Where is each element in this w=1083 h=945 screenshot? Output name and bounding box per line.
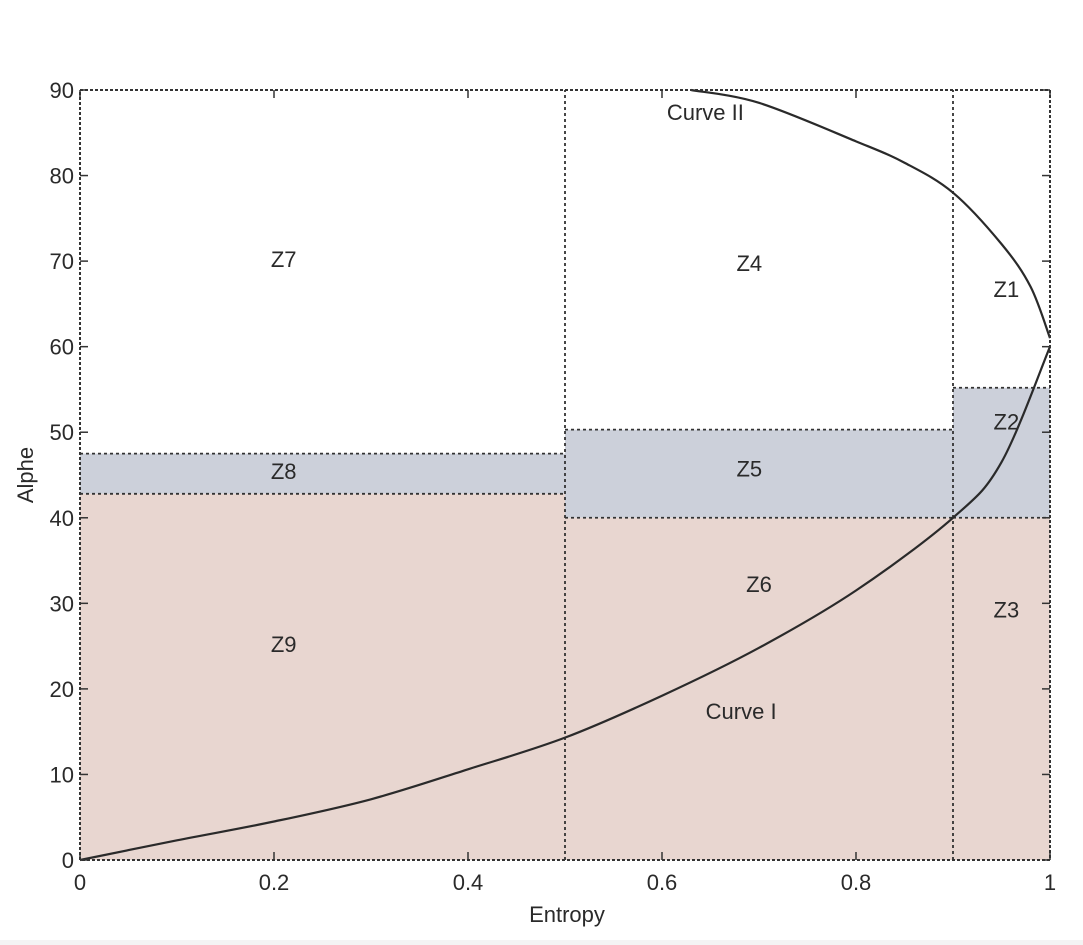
zone-z4-label: Z4 (736, 251, 762, 276)
zone-boundaries (80, 90, 1050, 860)
x-axis-title: Entropy (529, 902, 605, 927)
zone-z8-fill (80, 453, 565, 494)
zone-z5-fill (565, 429, 953, 518)
curve-1-label: Curve I (706, 699, 777, 724)
x-tick-label: 0 (74, 870, 86, 895)
zone-z3-fill (953, 517, 1050, 860)
curves (79, 88, 1052, 862)
zone-z6-fill (565, 517, 953, 860)
zone-z2-label: Z2 (994, 409, 1020, 434)
zone-z2-fill (953, 387, 1050, 518)
y-tick-label: 50 (50, 420, 74, 445)
y-tick-label: 40 (50, 506, 74, 531)
zone-z7-label: Z7 (271, 247, 297, 272)
plot-border (79, 89, 1051, 861)
zone-z1-label: Z1 (994, 277, 1020, 302)
x-tick-label: 0.6 (647, 870, 678, 895)
x-tick-label: 0.4 (453, 870, 484, 895)
chart-labels: Entropy Alphe Curve I Curve II Z7 Z8 Z9 Z4 Z5 Z… (13, 100, 1019, 927)
y-tick-label: 10 (50, 762, 74, 787)
zone-z9-label: Z9 (271, 632, 297, 657)
zone-regions (80, 387, 1050, 860)
y-tick-label: 60 (50, 335, 74, 360)
curve-1-line (79, 346, 1052, 862)
y-tick-label: 80 (50, 164, 74, 189)
curve-2-label: Curve II (667, 100, 744, 125)
zone-z9-fill (80, 493, 565, 860)
x-tick-label: 1 (1044, 870, 1056, 895)
y-tick-label: 90 (50, 78, 74, 103)
zone-z5-label: Z5 (736, 457, 762, 482)
zone-z3-label: Z3 (994, 598, 1020, 623)
x-tick-label: 0.8 (841, 870, 872, 895)
curve-2-line (690, 88, 1052, 339)
y-tick-label: 0 (62, 848, 74, 873)
y-axis-title: Alphe (13, 447, 38, 503)
zone-z6-label: Z6 (746, 572, 772, 597)
x-tick-label: 0.2 (259, 870, 290, 895)
y-tick-label: 20 (50, 677, 74, 702)
plot-frame (79, 89, 1051, 861)
y-tick-label: 70 (50, 249, 74, 274)
zone-z8-label: Z8 (271, 459, 297, 484)
y-tick-label: 30 (50, 591, 74, 616)
